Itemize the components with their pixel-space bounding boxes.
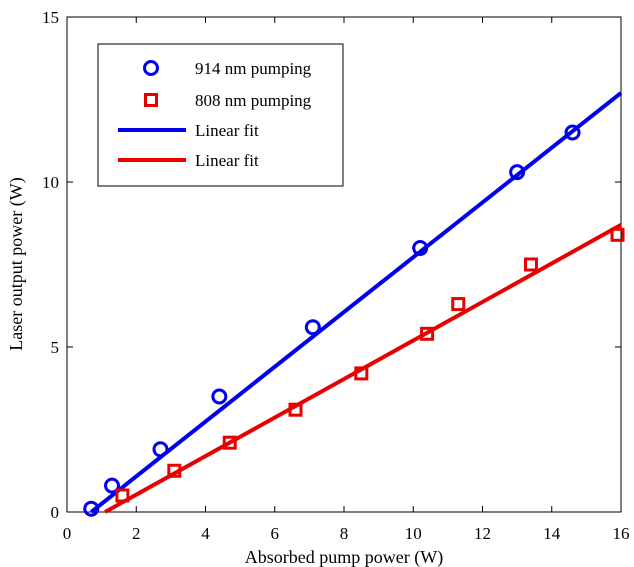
x-tick-label: 2 [132,524,141,543]
y-axis-label: Laser output power (W) [6,177,27,350]
data-point-914nm [412,240,429,256]
legend-symbols [118,60,186,162]
x-tick-label: 14 [543,524,561,543]
x-tick-label: 16 [613,524,630,543]
y-tick-label: 0 [51,503,60,522]
data-point-808nm [451,297,466,312]
data-point-808nm [354,366,369,381]
data-point-808nm [523,257,538,272]
data-point-914nm [104,477,121,494]
x-tick-label: 0 [63,524,72,543]
y-tick-label: 15 [42,8,59,27]
y-tick-label: 5 [51,338,60,357]
data-point-808nm [420,326,435,341]
data-point-914nm [83,500,100,517]
data-markers [83,124,625,517]
fit-line-2 [89,91,623,514]
legend-label-914nm: 914 nm pumping [195,59,312,78]
data-point-808nm [610,227,625,242]
legend-box [97,43,344,187]
x-tick-label: 12 [474,524,491,543]
legend-label-fit-blue: Linear fit [195,121,259,140]
data-point-914nm [564,124,581,141]
data-point-914nm [509,164,526,181]
data-point-808nm [222,435,237,450]
data-point-914nm [304,319,321,336]
legend-label-fit-red: Linear fit [195,151,259,170]
legend-label-808nm: 808 nm pumping [195,91,312,110]
legend-symbol-1 [144,93,158,107]
data-point-808nm [167,463,182,478]
legend: 914 nm pumping 808 nm pumping Linear fit… [97,43,344,187]
legend-symbol-0 [143,60,159,76]
x-tick-label: 8 [340,524,349,543]
data-point-808nm [288,402,303,417]
data-point-808nm [115,488,130,503]
x-axis-label: Absorbed pump power (W) [245,547,443,567]
data-point-914nm [211,388,228,405]
x-tick-label: 6 [271,524,280,543]
x-tick-label: 10 [405,524,422,543]
data-point-914nm [152,441,169,458]
axis-ticks: 0 2 4 6 8 10 12 14 16 0 5 10 15 [42,8,630,543]
y-tick-label: 10 [42,173,59,192]
x-tick-label: 4 [201,524,210,543]
